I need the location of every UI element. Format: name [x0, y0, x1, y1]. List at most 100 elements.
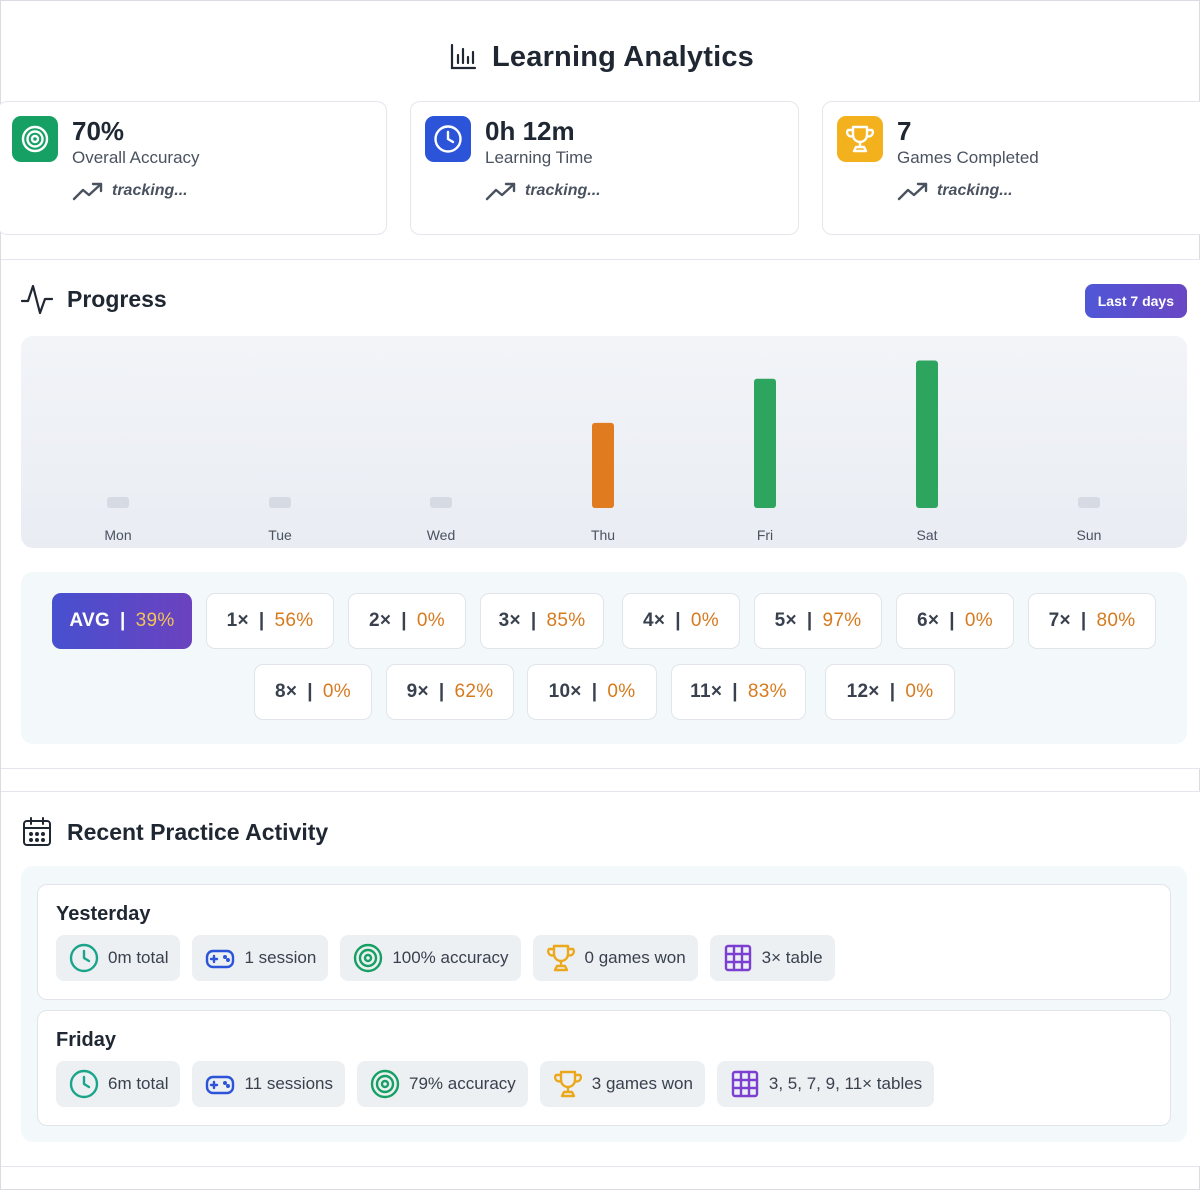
pill-text: 1 session: [244, 948, 317, 967]
multiplier-chip[interactable]: 10× | 0%: [527, 664, 657, 720]
page-title: Learning Analytics: [492, 40, 754, 73]
calendar-icon: [23, 817, 51, 846]
date-range-button[interactable]: Last 7 days: [1084, 284, 1187, 318]
separator: |: [889, 681, 896, 702]
stat-value: 7: [897, 116, 912, 146]
bar-sun: [1078, 497, 1100, 508]
multiplier-chip[interactable]: 7× | 80%: [1028, 593, 1156, 649]
stat-card-games: 7 Games Completed tracking...: [822, 101, 1200, 235]
pill-text: 0m total: [108, 948, 169, 967]
activity-pills: 0m total 1 session 100% accuracy 0 games wo…: [56, 935, 835, 981]
multiplier-chip[interactable]: 3× | 85%: [480, 593, 604, 649]
multiplier-label: 11×: [690, 681, 723, 702]
separator: |: [591, 681, 598, 702]
separator: |: [806, 610, 813, 631]
pill-text: 6m total: [108, 1074, 169, 1093]
stat-card-accuracy: 70% Overall Accuracy tracking...: [0, 101, 387, 235]
multiplier-chip[interactable]: 9× | 62%: [386, 664, 514, 720]
separator: |: [307, 681, 313, 702]
multiplier-percent: 39%: [135, 610, 175, 631]
bar-fri: [754, 378, 776, 508]
multiplier-label: 8×: [275, 681, 298, 702]
multiplier-percent: 80%: [1096, 610, 1136, 631]
activity-day-card: Friday 6m total 11 sessions 79% accuracy 3 …: [37, 1010, 1171, 1126]
separator: |: [401, 610, 407, 631]
multiplier-percent: 62%: [454, 681, 494, 702]
activity-pill: 11 sessions: [192, 1061, 345, 1107]
activity-title: Recent Practice Activity: [67, 818, 329, 845]
activity-day-card: Yesterday 0m total 1 session 100% accuracy…: [37, 884, 1171, 1000]
separator: |: [530, 610, 537, 631]
separator: |: [1080, 610, 1087, 631]
multiplier-label: 3×: [498, 610, 521, 631]
x-tick-label: Fri: [757, 527, 773, 543]
x-tick-label: Thu: [591, 527, 615, 543]
multiplier-label: 4×: [643, 610, 666, 631]
stat-trend: tracking...: [72, 180, 188, 202]
multiplier-label: 12×: [846, 681, 880, 702]
stat-trend: tracking...: [485, 180, 601, 202]
multiplier-label: 5×: [774, 610, 797, 631]
progress-header: Progress: [21, 282, 167, 316]
stat-trend: tracking...: [897, 180, 1013, 202]
multiplier-label: 1×: [226, 610, 249, 631]
clock-icon: [68, 1068, 100, 1100]
pill-text: 11 sessions: [244, 1074, 333, 1093]
multiplier-chip[interactable]: 12× | 0%: [825, 664, 955, 720]
bar-chart: Mon Tue Wed Thu Fri Sat Sun: [104, 360, 1102, 543]
multiplier-label: 10×: [548, 681, 582, 702]
multiplier-percent: 85%: [546, 610, 586, 631]
pill-text: 0 games won: [584, 948, 686, 967]
activity-header: Recent Practice Activity: [21, 816, 328, 848]
separator: |: [732, 681, 738, 702]
page-header: Learning Analytics: [1, 37, 1200, 77]
activity-panel: Recent Practice Activity Yesterday 0m to…: [1, 791, 1200, 1167]
table-icon: [722, 942, 754, 974]
separator: |: [438, 681, 445, 702]
multiplier-chip[interactable]: 5× | 97%: [754, 593, 882, 649]
clock-icon: [425, 116, 471, 162]
multiplier-label: AVG: [69, 610, 111, 631]
activity-pill: 1 session: [192, 935, 329, 981]
stat-label: Overall Accuracy: [72, 148, 200, 167]
bar-mon: [107, 497, 129, 508]
stat-label: Games Completed: [897, 148, 1039, 167]
gamepad-icon: [204, 942, 236, 974]
multiplier-percent: 97%: [822, 610, 862, 631]
pill-text: 3× table: [761, 948, 823, 967]
trophy-icon: [552, 1068, 584, 1100]
gamepad-icon: [204, 1068, 236, 1100]
multiplier-chip[interactable]: 1× | 56%: [206, 593, 334, 649]
activity-pill: 3× table: [709, 935, 835, 981]
trophy-icon: [837, 116, 883, 162]
activity-pill: 100% accuracy: [340, 935, 521, 981]
multiplier-chip[interactable]: 8× | 0%: [254, 664, 372, 720]
multiplier-label: 9×: [406, 681, 429, 702]
multiplier-percent: 0%: [322, 681, 351, 702]
day-title: Yesterday: [56, 903, 151, 925]
activity-pill: 3, 5, 7, 9, 11× tables: [716, 1061, 935, 1107]
day-title: Friday: [56, 1029, 117, 1051]
bar-chart-icon: [450, 43, 477, 70]
x-tick-label: Mon: [104, 527, 131, 543]
multiplier-chip[interactable]: 2× | 0%: [348, 593, 466, 649]
multiplier-chip[interactable]: 6× | 0%: [896, 593, 1014, 649]
x-tick-label: Sun: [1077, 527, 1102, 543]
x-tick-label: Wed: [427, 527, 456, 543]
separator: |: [675, 610, 681, 631]
separator: |: [258, 610, 265, 631]
multiplier-percent: 0%: [416, 610, 445, 631]
clock-icon: [68, 942, 100, 974]
multiplier-chip[interactable]: 4× | 0%: [622, 593, 740, 649]
target-icon: [12, 116, 58, 162]
multiplier-label: 7×: [1048, 610, 1071, 631]
pill-text: 3 games won: [591, 1074, 693, 1093]
multiplier-chip[interactable]: 11× | 83%: [671, 664, 806, 720]
trophy-icon: [545, 942, 577, 974]
multiplier-percent: 0%: [607, 681, 636, 702]
multiplier-table: AVG | 39% 1× | 56% 2× | 0% 3× | 85% 4× | 0% 5× | 97% 6× | 0%…: [21, 572, 1187, 744]
multiplier-chip-avg[interactable]: AVG | 39%: [52, 593, 192, 649]
bar-sat: [916, 360, 938, 508]
multiplier-percent: 56%: [274, 610, 314, 631]
activity-pill: 6m total: [56, 1061, 181, 1107]
